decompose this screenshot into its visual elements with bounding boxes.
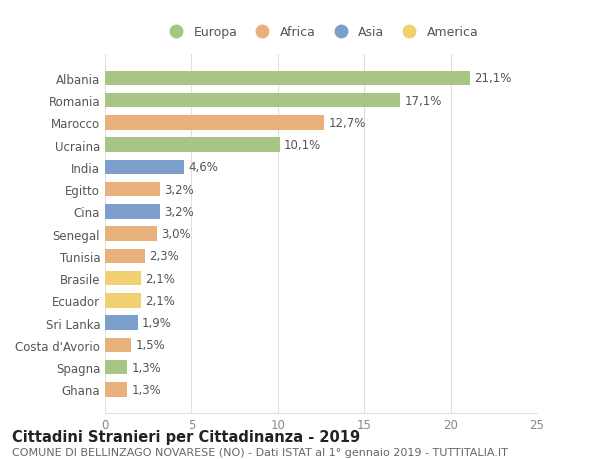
Text: 2,1%: 2,1% <box>146 294 175 307</box>
Bar <box>105 360 127 375</box>
Bar <box>105 316 138 330</box>
Text: 3,0%: 3,0% <box>161 228 191 241</box>
Text: 2,1%: 2,1% <box>146 272 175 285</box>
Text: Cittadini Stranieri per Cittadinanza - 2019: Cittadini Stranieri per Cittadinanza - 2… <box>12 429 360 444</box>
Text: 10,1%: 10,1% <box>284 139 321 152</box>
Bar <box>105 271 141 286</box>
Bar <box>105 182 160 197</box>
Bar <box>105 205 160 219</box>
Bar <box>105 338 131 353</box>
Text: 1,3%: 1,3% <box>132 383 161 396</box>
Text: 1,5%: 1,5% <box>135 339 165 352</box>
Text: 2,3%: 2,3% <box>149 250 179 263</box>
Text: 4,6%: 4,6% <box>189 161 218 174</box>
Text: 1,3%: 1,3% <box>132 361 161 374</box>
Bar <box>105 227 157 241</box>
Text: 17,1%: 17,1% <box>405 94 442 107</box>
Bar <box>105 116 325 130</box>
Bar <box>105 382 127 397</box>
Text: 21,1%: 21,1% <box>474 72 511 85</box>
Bar <box>105 71 470 86</box>
Text: COMUNE DI BELLINZAGO NOVARESE (NO) - Dati ISTAT al 1° gennaio 2019 - TUTTITALIA.: COMUNE DI BELLINZAGO NOVARESE (NO) - Dat… <box>12 448 508 458</box>
Text: 1,9%: 1,9% <box>142 316 172 330</box>
Bar <box>105 138 280 152</box>
Text: 3,2%: 3,2% <box>164 205 194 218</box>
Legend: Europa, Africa, Asia, America: Europa, Africa, Asia, America <box>161 24 481 42</box>
Bar <box>105 249 145 263</box>
Bar <box>105 160 184 175</box>
Bar <box>105 293 141 308</box>
Text: 12,7%: 12,7% <box>329 117 366 129</box>
Text: 3,2%: 3,2% <box>164 183 194 196</box>
Bar <box>105 94 400 108</box>
